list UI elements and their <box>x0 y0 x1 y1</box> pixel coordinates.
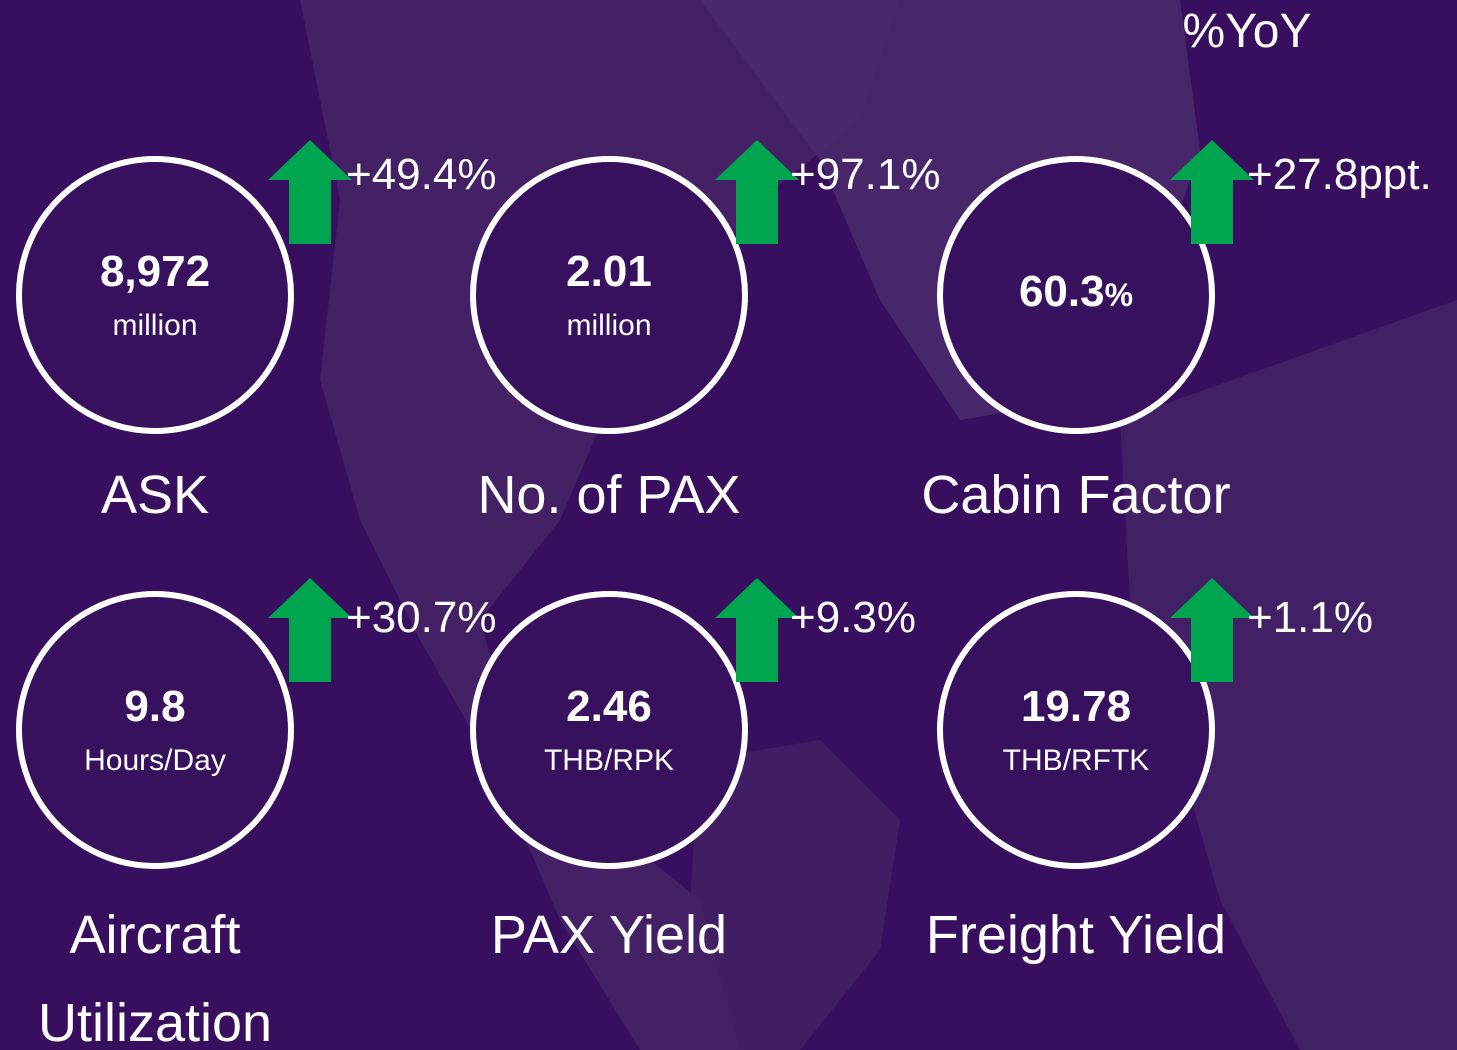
metric-unit: Hours/Day <box>84 744 226 777</box>
up-arrow <box>268 140 352 244</box>
metric-value: 8,972 <box>99 247 211 296</box>
metric-label: No. of PAX <box>477 465 741 525</box>
up-arrow <box>1170 578 1254 682</box>
metric-unit: THB/RFTK <box>1002 744 1150 777</box>
metric-label: Aircraft Utilization <box>37 905 273 1050</box>
metric-circle <box>470 156 748 434</box>
metric-label: Cabin Factor <box>921 465 1231 525</box>
yoy-change: +30.7% <box>346 593 497 642</box>
metric-label: PAX Yield <box>490 905 728 965</box>
metric-unit: million <box>112 309 198 342</box>
metric-label: Freight Yield <box>925 905 1227 965</box>
up-arrow-shape <box>715 578 799 682</box>
metric-value: 19.78 <box>1020 682 1132 731</box>
up-arrow-shape <box>1170 578 1254 682</box>
metric-circle <box>937 156 1215 434</box>
yoy-change: +97.1% <box>790 150 941 199</box>
up-arrow <box>715 140 799 244</box>
up-arrow <box>268 578 352 682</box>
metric-circle <box>937 591 1215 869</box>
yoy-change: +49.4% <box>346 150 497 199</box>
metric-value: 2.01 <box>566 247 652 296</box>
metric-value: 2.46 <box>566 682 652 731</box>
metric-unit: million <box>566 309 652 342</box>
metric-circle <box>16 156 294 434</box>
yoy-change: +27.8ppt. <box>1247 150 1432 199</box>
up-arrow <box>1170 140 1254 244</box>
metric-value-number: 60.3 <box>1018 267 1105 316</box>
yoy-change: +1.1% <box>1247 593 1373 642</box>
metric-value: 60.3% <box>926 267 1226 317</box>
up-arrow-shape <box>1170 140 1254 244</box>
metric-unit: THB/RPK <box>543 744 675 777</box>
header-title: %YoY <box>1182 5 1312 58</box>
metric-value: 9.8 <box>124 682 186 731</box>
metric-circle <box>470 591 748 869</box>
metric-circle <box>16 591 294 869</box>
metric-unit: % <box>1104 277 1134 313</box>
up-arrow <box>715 578 799 682</box>
up-arrow-shape <box>268 140 352 244</box>
up-arrow-shape <box>715 140 799 244</box>
yoy-change: +9.3% <box>790 593 916 642</box>
metric-label: ASK <box>100 465 210 525</box>
up-arrow-shape <box>268 578 352 682</box>
